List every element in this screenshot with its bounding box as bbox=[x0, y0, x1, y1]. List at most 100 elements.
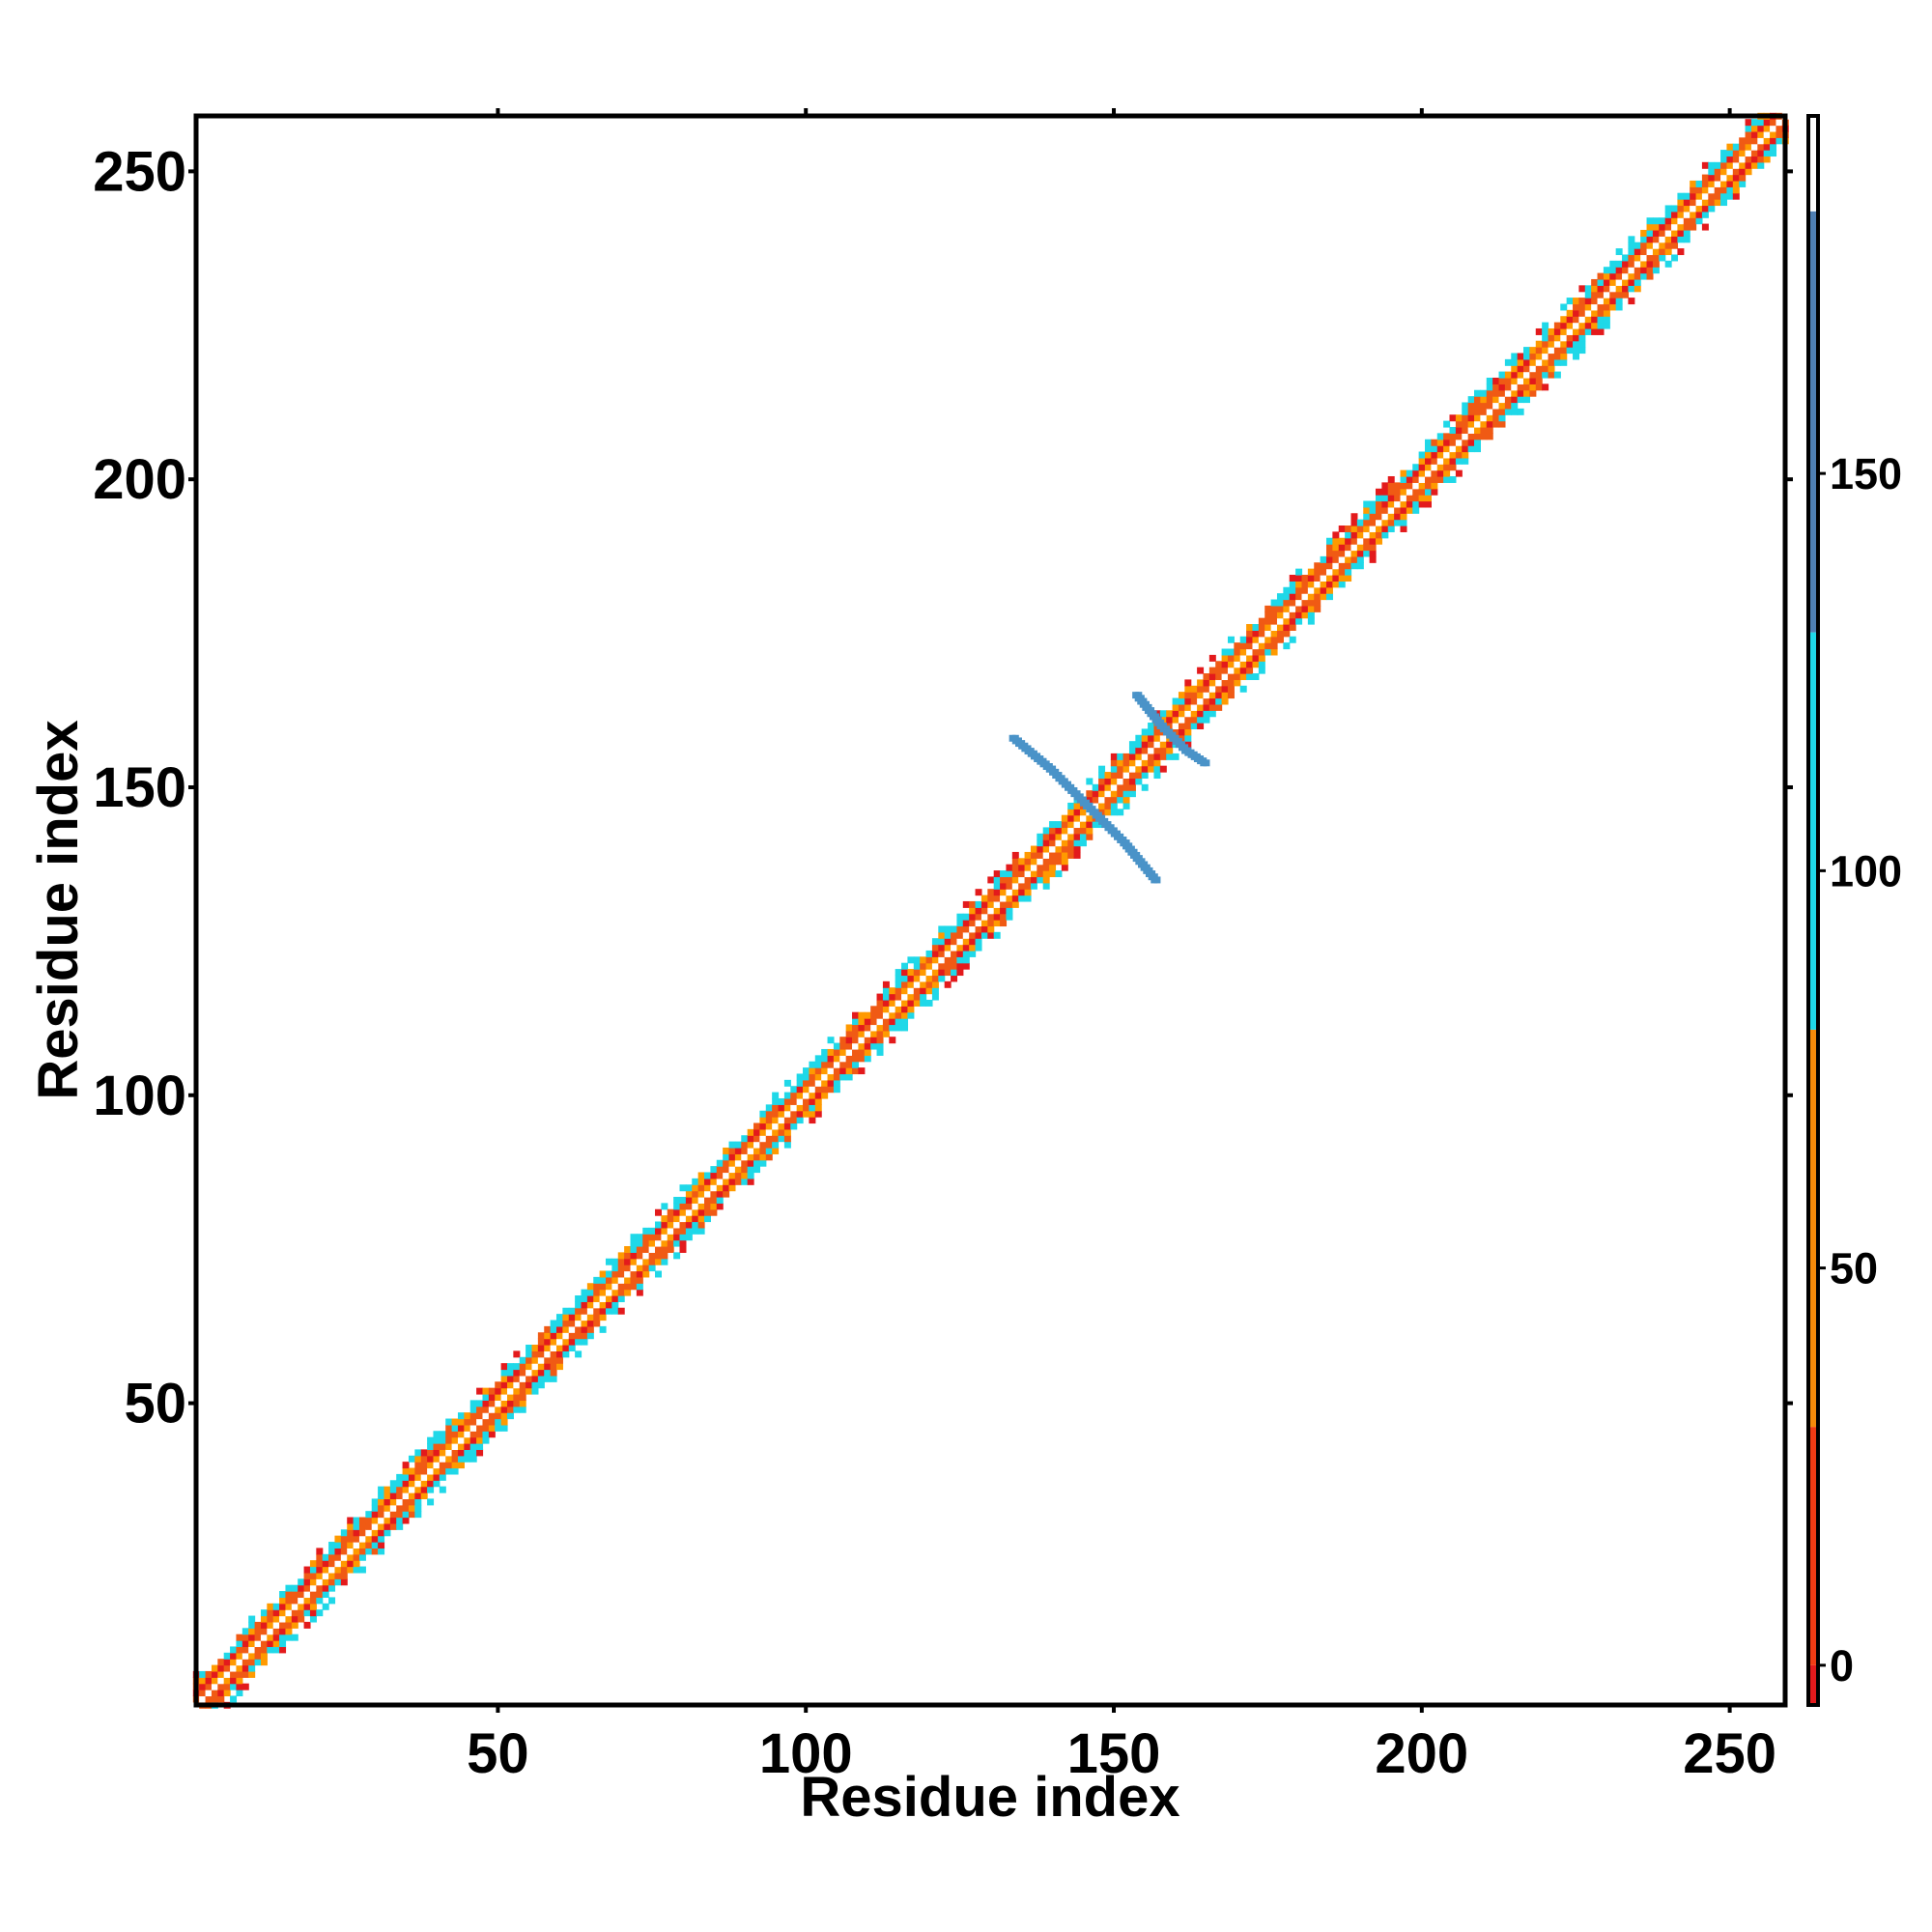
heatmap-cell bbox=[1030, 876, 1037, 884]
heatmap-cell bbox=[1455, 426, 1463, 434]
heatmap-cell bbox=[1523, 377, 1530, 384]
heatmap-cell bbox=[254, 1646, 262, 1654]
heatmap-cell bbox=[697, 1221, 705, 1229]
heatmap-cell bbox=[685, 1203, 693, 1210]
heatmap-cell bbox=[476, 1406, 484, 1413]
heatmap-cell bbox=[636, 1252, 643, 1260]
heatmap-cell bbox=[1258, 642, 1265, 650]
heatmap-cell bbox=[1006, 876, 1013, 884]
heatmap-cell bbox=[1264, 636, 1272, 643]
heatmap-cell bbox=[384, 1486, 391, 1493]
heatmap-cell bbox=[1190, 703, 1198, 711]
heatmap-cell bbox=[956, 944, 964, 952]
heatmap-cell bbox=[864, 1037, 871, 1044]
heatmap-cell bbox=[236, 1652, 243, 1660]
heatmap-cell bbox=[1369, 544, 1377, 552]
heatmap-cell bbox=[1542, 334, 1549, 342]
heatmap-cell bbox=[1517, 384, 1524, 391]
heatmap-cell bbox=[728, 1141, 736, 1149]
heatmap-cell bbox=[445, 1436, 453, 1444]
heatmap-cell bbox=[544, 1369, 552, 1377]
heatmap-cell bbox=[223, 1664, 231, 1672]
heatmap-cell bbox=[1677, 217, 1685, 225]
heatmap-cell bbox=[1381, 495, 1389, 502]
heatmap-cell bbox=[1283, 599, 1291, 607]
heatmap-cell bbox=[1006, 900, 1013, 908]
heatmap-cell bbox=[1166, 753, 1174, 760]
heatmap-cell bbox=[1264, 630, 1272, 638]
heatmap-cell bbox=[506, 1406, 514, 1413]
heatmap-cell bbox=[1591, 309, 1599, 317]
heatmap-cell bbox=[1067, 833, 1075, 840]
heatmap-cell bbox=[1314, 575, 1321, 582]
heatmap-cell bbox=[673, 1234, 681, 1241]
heatmap-cell bbox=[1227, 654, 1235, 662]
heatmap-cell bbox=[741, 1159, 749, 1167]
heatmap-cell bbox=[1332, 575, 1340, 582]
heatmap-cell bbox=[1553, 371, 1561, 379]
heatmap-cell bbox=[1418, 495, 1426, 502]
heatmap-cell bbox=[1325, 550, 1333, 557]
heatmap-cell bbox=[759, 1110, 767, 1118]
heatmap-cell bbox=[1714, 199, 1721, 207]
heatmap-cell bbox=[1486, 420, 1493, 428]
heatmap-cell bbox=[1394, 500, 1402, 508]
heatmap-cell bbox=[1006, 882, 1013, 890]
heatmap-cell bbox=[1098, 790, 1106, 798]
heatmap-cell bbox=[1622, 272, 1630, 280]
heatmap-cell bbox=[347, 1517, 355, 1524]
heatmap-cell bbox=[347, 1560, 355, 1568]
heatmap-cell bbox=[340, 1560, 348, 1568]
heatmap-cell bbox=[1258, 630, 1265, 638]
heatmap-cell bbox=[723, 1153, 730, 1161]
heatmap-cell bbox=[1745, 143, 1752, 151]
heatmap-cell bbox=[340, 1578, 348, 1586]
heatmap-cell bbox=[772, 1092, 780, 1099]
heatmap-cell bbox=[1252, 642, 1260, 650]
heatmap-cell bbox=[420, 1455, 428, 1463]
heatmap-cell bbox=[1529, 353, 1537, 360]
heatmap-cell bbox=[408, 1492, 415, 1500]
heatmap-cell bbox=[1529, 377, 1537, 384]
heatmap-cell bbox=[1221, 697, 1229, 705]
heatmap-cell bbox=[457, 1455, 465, 1463]
heatmap-cell bbox=[526, 1356, 533, 1364]
heatmap-cell bbox=[242, 1646, 249, 1654]
heatmap-cell bbox=[1215, 679, 1223, 687]
heatmap-cell bbox=[495, 1424, 502, 1432]
heatmap-cell bbox=[630, 1270, 638, 1278]
heatmap-cell bbox=[309, 1603, 317, 1610]
heatmap-cell bbox=[1381, 519, 1389, 526]
heatmap-cell bbox=[1394, 488, 1402, 496]
heatmap-cell bbox=[1603, 267, 1610, 274]
heatmap-cell bbox=[291, 1609, 298, 1617]
heatmap-cell bbox=[1498, 396, 1506, 404]
heatmap-cell bbox=[1387, 500, 1395, 508]
heatmap-cell bbox=[1258, 654, 1265, 662]
heatmap-cell bbox=[476, 1387, 484, 1395]
heatmap-cell bbox=[1535, 358, 1543, 366]
heatmap-cell bbox=[1412, 506, 1420, 514]
heatmap-cell bbox=[655, 1270, 662, 1278]
heatmap-cell bbox=[1671, 217, 1679, 225]
heatmap-cell bbox=[1615, 267, 1623, 274]
heatmap-cell bbox=[1726, 168, 1734, 176]
heatmap-cell bbox=[907, 980, 915, 988]
heatmap-cell bbox=[1542, 358, 1549, 366]
heatmap-cell bbox=[236, 1683, 243, 1690]
heatmap-cell bbox=[1289, 581, 1296, 588]
heatmap-cell bbox=[753, 1135, 761, 1143]
heatmap-cell bbox=[673, 1227, 681, 1235]
heatmap-cell bbox=[575, 1338, 582, 1346]
heatmap-cell bbox=[260, 1646, 268, 1654]
heatmap-cell bbox=[1325, 555, 1333, 563]
heatmap-cell bbox=[1492, 384, 1500, 391]
heatmap-cell bbox=[938, 950, 946, 957]
heatmap-cell bbox=[723, 1178, 730, 1185]
heatmap-cell bbox=[1122, 753, 1130, 760]
heatmap-cell bbox=[901, 999, 909, 1007]
heatmap-cell bbox=[895, 1018, 902, 1026]
heatmap-cell bbox=[716, 1159, 724, 1167]
heatmap-cell bbox=[1276, 593, 1284, 601]
heatmap-cell bbox=[1498, 414, 1506, 422]
